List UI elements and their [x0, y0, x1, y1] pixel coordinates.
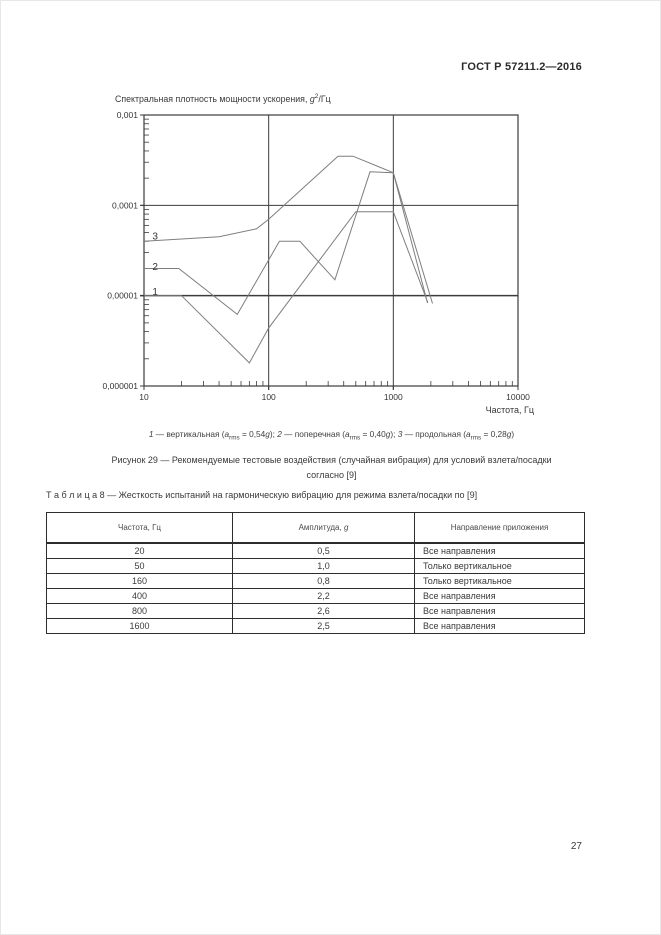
curve-label-3: 3	[152, 232, 158, 243]
table-row: 50 1,0 Только вертикальное	[46, 558, 585, 574]
psd-chart: 1 2 3 10 100 1000 10000 0,001 0,0001 0,00001 0,000…	[103, 110, 534, 415]
chart-title: Спектральная плотность мощности ускорени…	[115, 93, 331, 104]
curve-3	[143, 155, 433, 304]
x-tick-label: 1000	[384, 392, 403, 402]
cell-amplitude: 2,6	[232, 603, 415, 619]
figure-caption-line1: Рисунок 29 — Рекомендуемые тестовые возд…	[111, 455, 552, 465]
cell-direction: Только вертикальное	[414, 573, 585, 589]
chart-title-text: Спектральная плотность мощности ускорени…	[115, 93, 310, 104]
cell-amplitude: 2,2	[232, 588, 415, 604]
cell-amplitude: 1,0	[232, 558, 415, 574]
chart-title-unit: /Гц	[318, 93, 331, 104]
chart-title-symbol: g	[309, 93, 315, 104]
col-header-direction: Направление приложения	[414, 512, 585, 544]
col-header-frequency: Частота, Гц	[46, 512, 233, 544]
curve-number: 2	[277, 429, 282, 439]
table-header-row: Частота, Гц Амплитуда, g Направление при…	[46, 512, 585, 544]
legend-item: 1 — вертикальная (arms = 0,54g);	[148, 429, 278, 442]
curve-label-1: 1	[152, 287, 158, 298]
plot-frame	[143, 114, 519, 387]
legend-item: 2 — поперечная (arms = 0,40g);	[277, 429, 398, 442]
figure-caption-line2: согласно [9]	[306, 470, 357, 480]
y-tick-label: 0,00001	[107, 291, 138, 301]
cell-amplitude: 2,5	[232, 618, 415, 634]
cell-frequency: 800	[46, 603, 233, 619]
y-tick-label: 0,001	[117, 110, 139, 120]
x-tick-label: 100	[262, 392, 276, 402]
cell-frequency: 400	[46, 588, 233, 604]
harmonic-vibration-table: Частота, Гц Амплитуда, g Направление при…	[46, 512, 585, 634]
cell-frequency: 160	[46, 573, 233, 589]
curve-1	[144, 211, 429, 364]
cell-amplitude: 0,8	[232, 573, 415, 589]
cell-frequency: 50	[46, 558, 233, 574]
cell-frequency: 20	[46, 542, 233, 559]
table-heading: Т а б л и ц а 8 — Жесткость испытаний на…	[46, 490, 478, 500]
table-row: 400 2,2 Все направления	[46, 588, 585, 604]
table-row: 800 2,6 Все направления	[46, 603, 585, 619]
page-number: 27	[570, 841, 582, 852]
x-tick-label: 10000	[506, 392, 530, 402]
y-tick-label: 0,000001	[103, 381, 139, 391]
cell-direction: Все направления	[414, 588, 585, 604]
table-row: 20 0,5 Все направления	[46, 542, 585, 559]
curve-label-2: 2	[152, 262, 158, 273]
cell-direction: Все направления	[414, 542, 585, 559]
x-axis-label: Частота, Гц	[486, 405, 534, 415]
legend-item: 3 — продольная (arms = 0,28g)	[397, 429, 515, 442]
cell-amplitude: 0,5	[232, 542, 415, 559]
cell-direction: Только вертикальное	[414, 558, 585, 574]
curve-2	[144, 171, 428, 316]
chart-legend: 1 — вертикальная (arms = 0,54g); 2 — поп…	[1, 429, 661, 442]
curve-number: 3	[397, 429, 403, 439]
chart-title-superscript: 2	[314, 93, 319, 100]
x-tick-label: 10	[139, 392, 149, 402]
col-header-amplitude: Амплитуда, g	[232, 512, 415, 544]
cell-direction: Все направления	[414, 618, 585, 634]
table-row: 1600 2,5 Все направления	[46, 618, 585, 634]
y-tick-label: 0,0001	[112, 200, 138, 210]
cell-direction: Все направления	[414, 603, 585, 619]
figure-caption: Рисунок 29 — Рекомендуемые тестовые возд…	[1, 453, 661, 483]
doc-number-header: ГОСТ Р 57211.2—2016	[461, 61, 582, 73]
curve-number: 1	[148, 429, 154, 439]
cell-frequency: 1600	[46, 618, 233, 634]
table-row: 160 0,8 Только вертикальное	[46, 573, 585, 589]
